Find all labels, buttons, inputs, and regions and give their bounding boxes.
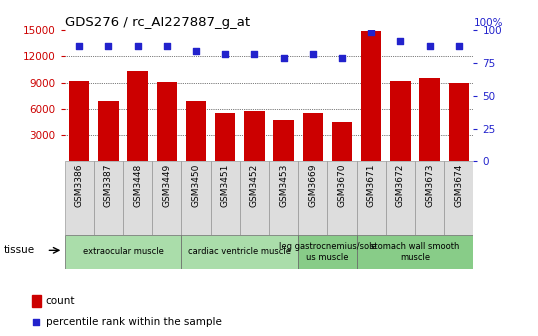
Bar <box>69 81 89 161</box>
Bar <box>181 235 298 269</box>
Text: GSM3386: GSM3386 <box>75 164 84 207</box>
Bar <box>157 82 177 161</box>
Text: percentile rank within the sample: percentile rank within the sample <box>46 317 222 327</box>
Text: tissue: tissue <box>3 245 34 255</box>
Point <box>308 51 317 56</box>
Text: GSM3670: GSM3670 <box>337 164 346 207</box>
Text: GSM3451: GSM3451 <box>221 164 230 207</box>
Text: GSM3448: GSM3448 <box>133 164 142 207</box>
Bar <box>302 113 323 161</box>
Bar <box>415 161 444 235</box>
Text: GSM3669: GSM3669 <box>308 164 317 207</box>
Bar <box>244 111 265 161</box>
Text: extraocular muscle: extraocular muscle <box>82 248 164 256</box>
Text: GSM3387: GSM3387 <box>104 164 113 207</box>
Point <box>221 51 230 56</box>
Text: count: count <box>46 296 75 306</box>
Bar <box>386 161 415 235</box>
Bar <box>361 31 381 161</box>
Bar <box>240 161 269 235</box>
Bar <box>273 120 294 161</box>
Text: 100%: 100% <box>473 17 503 28</box>
Point <box>192 48 200 54</box>
Bar <box>94 161 123 235</box>
Text: GSM3673: GSM3673 <box>425 164 434 207</box>
Point <box>455 43 463 49</box>
Text: leg gastrocnemius/sole
us muscle: leg gastrocnemius/sole us muscle <box>279 242 376 262</box>
Text: GSM3671: GSM3671 <box>367 164 376 207</box>
Text: GDS276 / rc_AI227887_g_at: GDS276 / rc_AI227887_g_at <box>65 16 250 29</box>
Bar <box>298 235 357 269</box>
Point <box>250 51 259 56</box>
Bar <box>65 235 181 269</box>
Bar <box>357 161 386 235</box>
Bar <box>181 161 210 235</box>
Bar <box>444 161 473 235</box>
Point <box>133 43 142 49</box>
Point <box>426 43 434 49</box>
Bar <box>98 101 118 161</box>
Point <box>104 43 112 49</box>
Bar <box>186 101 206 161</box>
Bar <box>269 161 298 235</box>
Bar <box>357 235 473 269</box>
Text: GSM3452: GSM3452 <box>250 164 259 207</box>
Text: GSM3674: GSM3674 <box>454 164 463 207</box>
Text: cardiac ventricle muscle: cardiac ventricle muscle <box>188 248 291 256</box>
Text: GSM3450: GSM3450 <box>192 164 201 207</box>
Bar <box>210 161 240 235</box>
Point <box>162 43 171 49</box>
Point <box>338 55 346 60</box>
Bar <box>420 78 440 161</box>
Point <box>279 55 288 60</box>
Text: GSM3453: GSM3453 <box>279 164 288 207</box>
Point <box>396 38 405 43</box>
Bar <box>298 161 328 235</box>
Bar <box>449 83 469 161</box>
Bar <box>328 161 357 235</box>
Point <box>32 319 40 325</box>
Text: stomach wall smooth
muscle: stomach wall smooth muscle <box>370 242 459 262</box>
Bar <box>123 161 152 235</box>
Point <box>367 29 376 34</box>
Bar <box>390 81 410 161</box>
Bar <box>128 71 148 161</box>
Bar <box>32 295 41 307</box>
Bar <box>152 161 181 235</box>
Text: GSM3672: GSM3672 <box>396 164 405 207</box>
Bar <box>332 122 352 161</box>
Point <box>75 43 83 49</box>
Text: GSM3449: GSM3449 <box>162 164 171 207</box>
Bar <box>215 113 236 161</box>
Bar <box>65 161 94 235</box>
